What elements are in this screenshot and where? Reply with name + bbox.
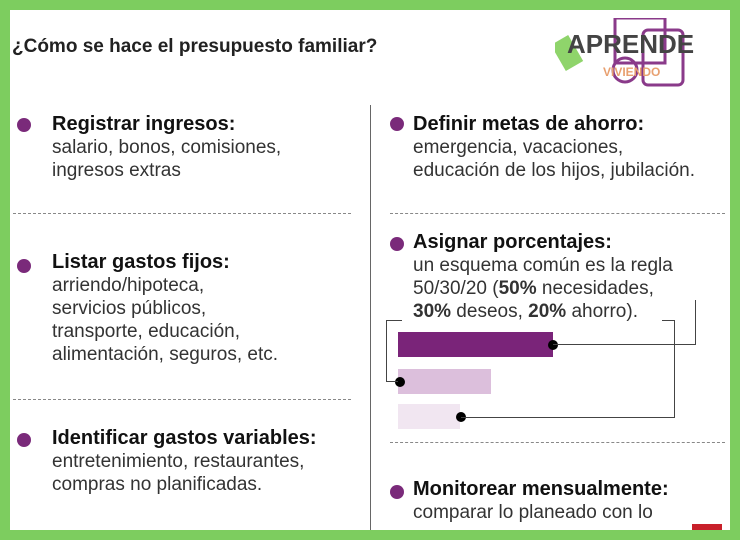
divider [13,213,351,214]
connector-line [553,344,695,345]
connector-line [386,381,398,382]
step-text: un esquema común es la regla 50/30/20 (5… [413,255,673,322]
bar-ahorro [398,404,460,429]
column-divider [370,105,371,530]
step-text: comparar lo planeado con lo [413,502,653,523]
step-text: arriendo/hipoteca, servicios públicos, tra… [52,275,279,365]
step-heading: Asignar porcentajes: [413,231,612,253]
bullet-icon [17,433,31,447]
step-heading: Definir metas de ahorro: [413,113,645,135]
bullet-icon [390,117,404,131]
step-text: entretenimiento, restaurantes, compras no… [52,451,305,495]
bullet-icon [390,237,404,251]
bullet-icon [390,485,404,499]
step-heading: Identificar gastos variables: [52,427,317,449]
step-heading: Listar gastos fijos: [52,251,230,273]
step-text: emergencia, vacaciones, educación de los … [413,137,696,181]
red-tag [692,524,722,530]
connector-line [695,300,696,345]
step-text: salario, bonos, comisiones, ingresos extr… [52,137,282,181]
bar-deseos [398,369,491,394]
bar-necesidades [398,332,553,357]
divider [13,399,351,400]
logo: APRENDE VIVIENDO [550,16,695,88]
page-title: ¿Cómo se hace el presupuesto familiar? [12,36,378,57]
connector-line [674,320,675,418]
bar-marker [395,377,405,387]
bullet-icon [17,118,31,132]
connector-line [461,417,674,418]
logo-subtext: VIVIENDO [603,65,660,79]
step-heading: Registrar ingresos: [52,113,236,135]
calculator-icon: APRENDE VIVIENDO [550,16,694,87]
infographic-card: ¿Cómo se hace el presupuesto familiar? A… [10,10,730,530]
connector-line [662,320,674,321]
divider [390,213,725,214]
connector-line [386,320,402,321]
bar-marker [548,340,558,350]
logo-text: APRENDE [567,29,694,59]
bullet-icon [17,259,31,273]
divider [390,442,725,443]
step-heading: Monitorear mensualmente: [413,478,669,500]
connector-line [386,320,387,382]
